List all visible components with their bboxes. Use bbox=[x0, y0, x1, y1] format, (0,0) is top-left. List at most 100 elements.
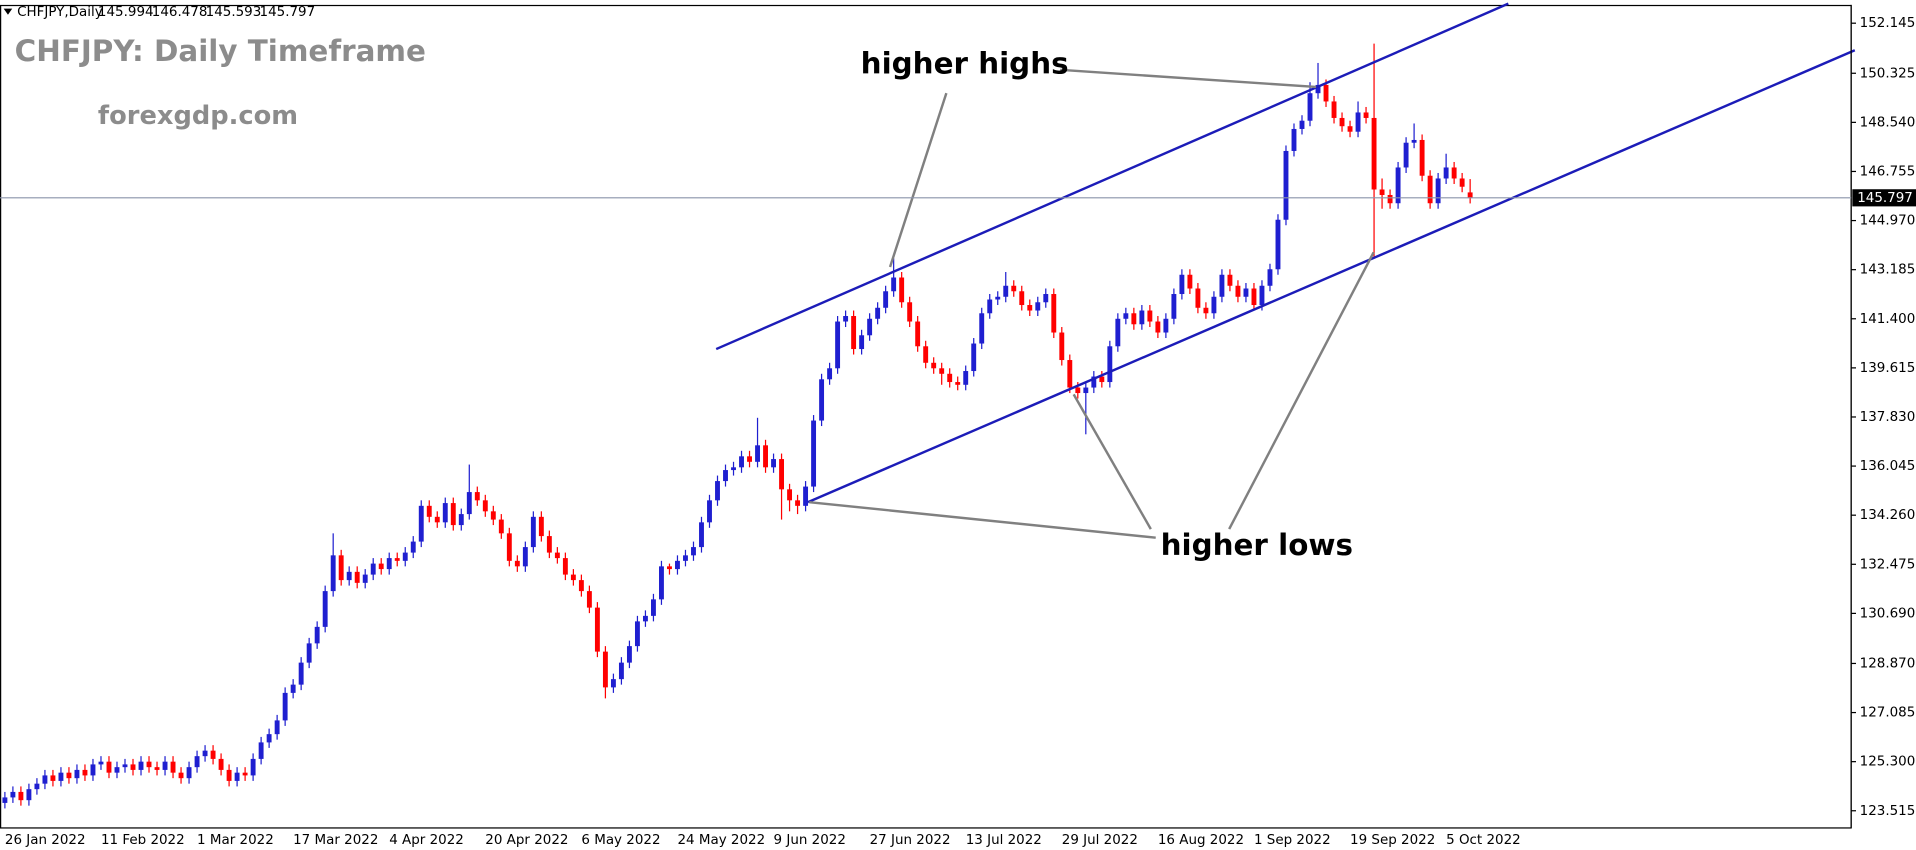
candle-body bbox=[755, 445, 760, 462]
candle-body bbox=[650, 599, 656, 616]
candle-body bbox=[1467, 192, 1473, 198]
candle-body bbox=[1411, 139, 1417, 143]
candle-body bbox=[274, 720, 280, 735]
candle-body bbox=[426, 505, 432, 517]
y-tick-label: 132.475 bbox=[1860, 557, 1916, 572]
candle-body bbox=[178, 772, 184, 779]
candle-body bbox=[1163, 318, 1169, 333]
candle-body bbox=[1259, 285, 1265, 306]
candle-body bbox=[891, 277, 897, 292]
candle-body bbox=[146, 761, 152, 768]
candle-body bbox=[1003, 285, 1009, 297]
candle-body bbox=[1347, 126, 1353, 132]
candle-body bbox=[1211, 296, 1217, 314]
candle-body bbox=[594, 607, 600, 652]
y-tick-label: 139.615 bbox=[1860, 361, 1916, 376]
candle-body bbox=[538, 516, 544, 537]
y-tick-label: 128.870 bbox=[1860, 656, 1916, 671]
x-tick-label: 9 Jun 2022 bbox=[774, 833, 846, 848]
candle-body bbox=[546, 536, 552, 553]
candle-body bbox=[1331, 101, 1337, 118]
x-tick-label: 6 May 2022 bbox=[581, 833, 660, 848]
candle-body bbox=[1379, 189, 1385, 195]
candle-body bbox=[1115, 318, 1121, 347]
candle-body bbox=[1179, 274, 1185, 295]
candle-body bbox=[1323, 84, 1329, 102]
candle-body bbox=[314, 626, 320, 644]
candle-body bbox=[514, 560, 520, 567]
x-tick-label: 19 Sep 2022 bbox=[1350, 833, 1435, 848]
candle-body bbox=[907, 302, 913, 322]
symbol: CHFJPY,Daily bbox=[17, 5, 103, 20]
candle-body bbox=[250, 758, 256, 776]
candle-body bbox=[90, 764, 96, 776]
candle-body bbox=[963, 371, 969, 385]
candle-body bbox=[1387, 194, 1393, 204]
y-tick-label: 125.300 bbox=[1860, 755, 1916, 770]
candle-body bbox=[330, 555, 336, 592]
candle-body bbox=[1155, 321, 1161, 333]
candle-body bbox=[1267, 269, 1273, 286]
candle-body bbox=[683, 555, 688, 561]
candle-body bbox=[122, 764, 128, 768]
candle-body bbox=[747, 456, 752, 462]
candle-body bbox=[98, 761, 104, 765]
candle-body bbox=[626, 646, 632, 663]
header-value: 145.797 bbox=[260, 5, 316, 20]
candle-body bbox=[370, 563, 376, 575]
x-tick-label: 20 Apr 2022 bbox=[485, 833, 568, 848]
candle-body bbox=[763, 445, 768, 468]
candle-body bbox=[875, 307, 881, 319]
candle-body bbox=[1427, 175, 1433, 204]
candle-body bbox=[34, 783, 40, 790]
watermark: forexgdp.com bbox=[98, 101, 298, 131]
candle-body bbox=[418, 505, 424, 542]
candle-body bbox=[1291, 128, 1297, 151]
candle-body bbox=[290, 684, 296, 693]
annotation: higher lows bbox=[1161, 528, 1353, 562]
candle-body bbox=[947, 373, 953, 383]
x-tick-label: 4 Apr 2022 bbox=[389, 833, 464, 848]
candle-body bbox=[74, 769, 80, 779]
candle-body bbox=[1451, 167, 1457, 179]
candle-body bbox=[362, 574, 368, 583]
candle-body bbox=[739, 456, 744, 468]
candle-body bbox=[226, 769, 232, 781]
candle-body bbox=[787, 489, 793, 501]
candle-body bbox=[707, 500, 712, 523]
price-box-label: 145.797 bbox=[1857, 191, 1913, 206]
candle-body bbox=[899, 277, 905, 303]
candle-body bbox=[659, 566, 664, 600]
x-tick-label: 13 Jul 2022 bbox=[966, 833, 1042, 848]
candle-body bbox=[811, 420, 817, 487]
candle-body bbox=[10, 791, 16, 798]
candle-body bbox=[618, 662, 624, 680]
lower-channel bbox=[807, 49, 1856, 504]
candle-body bbox=[1419, 139, 1425, 176]
candle-body bbox=[995, 296, 1001, 300]
y-tick-label: 148.540 bbox=[1860, 115, 1916, 130]
candle-body bbox=[1355, 112, 1361, 132]
candle-body bbox=[450, 503, 456, 526]
candle-body bbox=[1139, 310, 1145, 325]
candle-body bbox=[50, 775, 56, 781]
pointer bbox=[1228, 251, 1375, 530]
candle-body bbox=[771, 459, 776, 468]
candle-body bbox=[939, 368, 945, 374]
price-box bbox=[1852, 189, 1916, 207]
y-tick-label: 146.755 bbox=[1860, 164, 1916, 179]
x-tick-label: 27 Jun 2022 bbox=[870, 833, 951, 848]
header-value: 145.994 bbox=[98, 5, 154, 20]
candle-body bbox=[1315, 84, 1321, 94]
y-tick-label: 144.970 bbox=[1860, 214, 1916, 229]
x-tick-label: 16 Aug 2022 bbox=[1158, 833, 1244, 848]
candle-body bbox=[82, 769, 88, 776]
candle-body bbox=[106, 761, 112, 773]
candle-body bbox=[819, 379, 825, 421]
candle-body bbox=[218, 758, 224, 770]
candle-body bbox=[979, 313, 985, 344]
candle-body bbox=[795, 500, 801, 506]
candle-body bbox=[610, 679, 616, 688]
candle-body bbox=[827, 368, 833, 380]
chart-title: CHFJPY: Daily Timeframe bbox=[15, 34, 426, 68]
